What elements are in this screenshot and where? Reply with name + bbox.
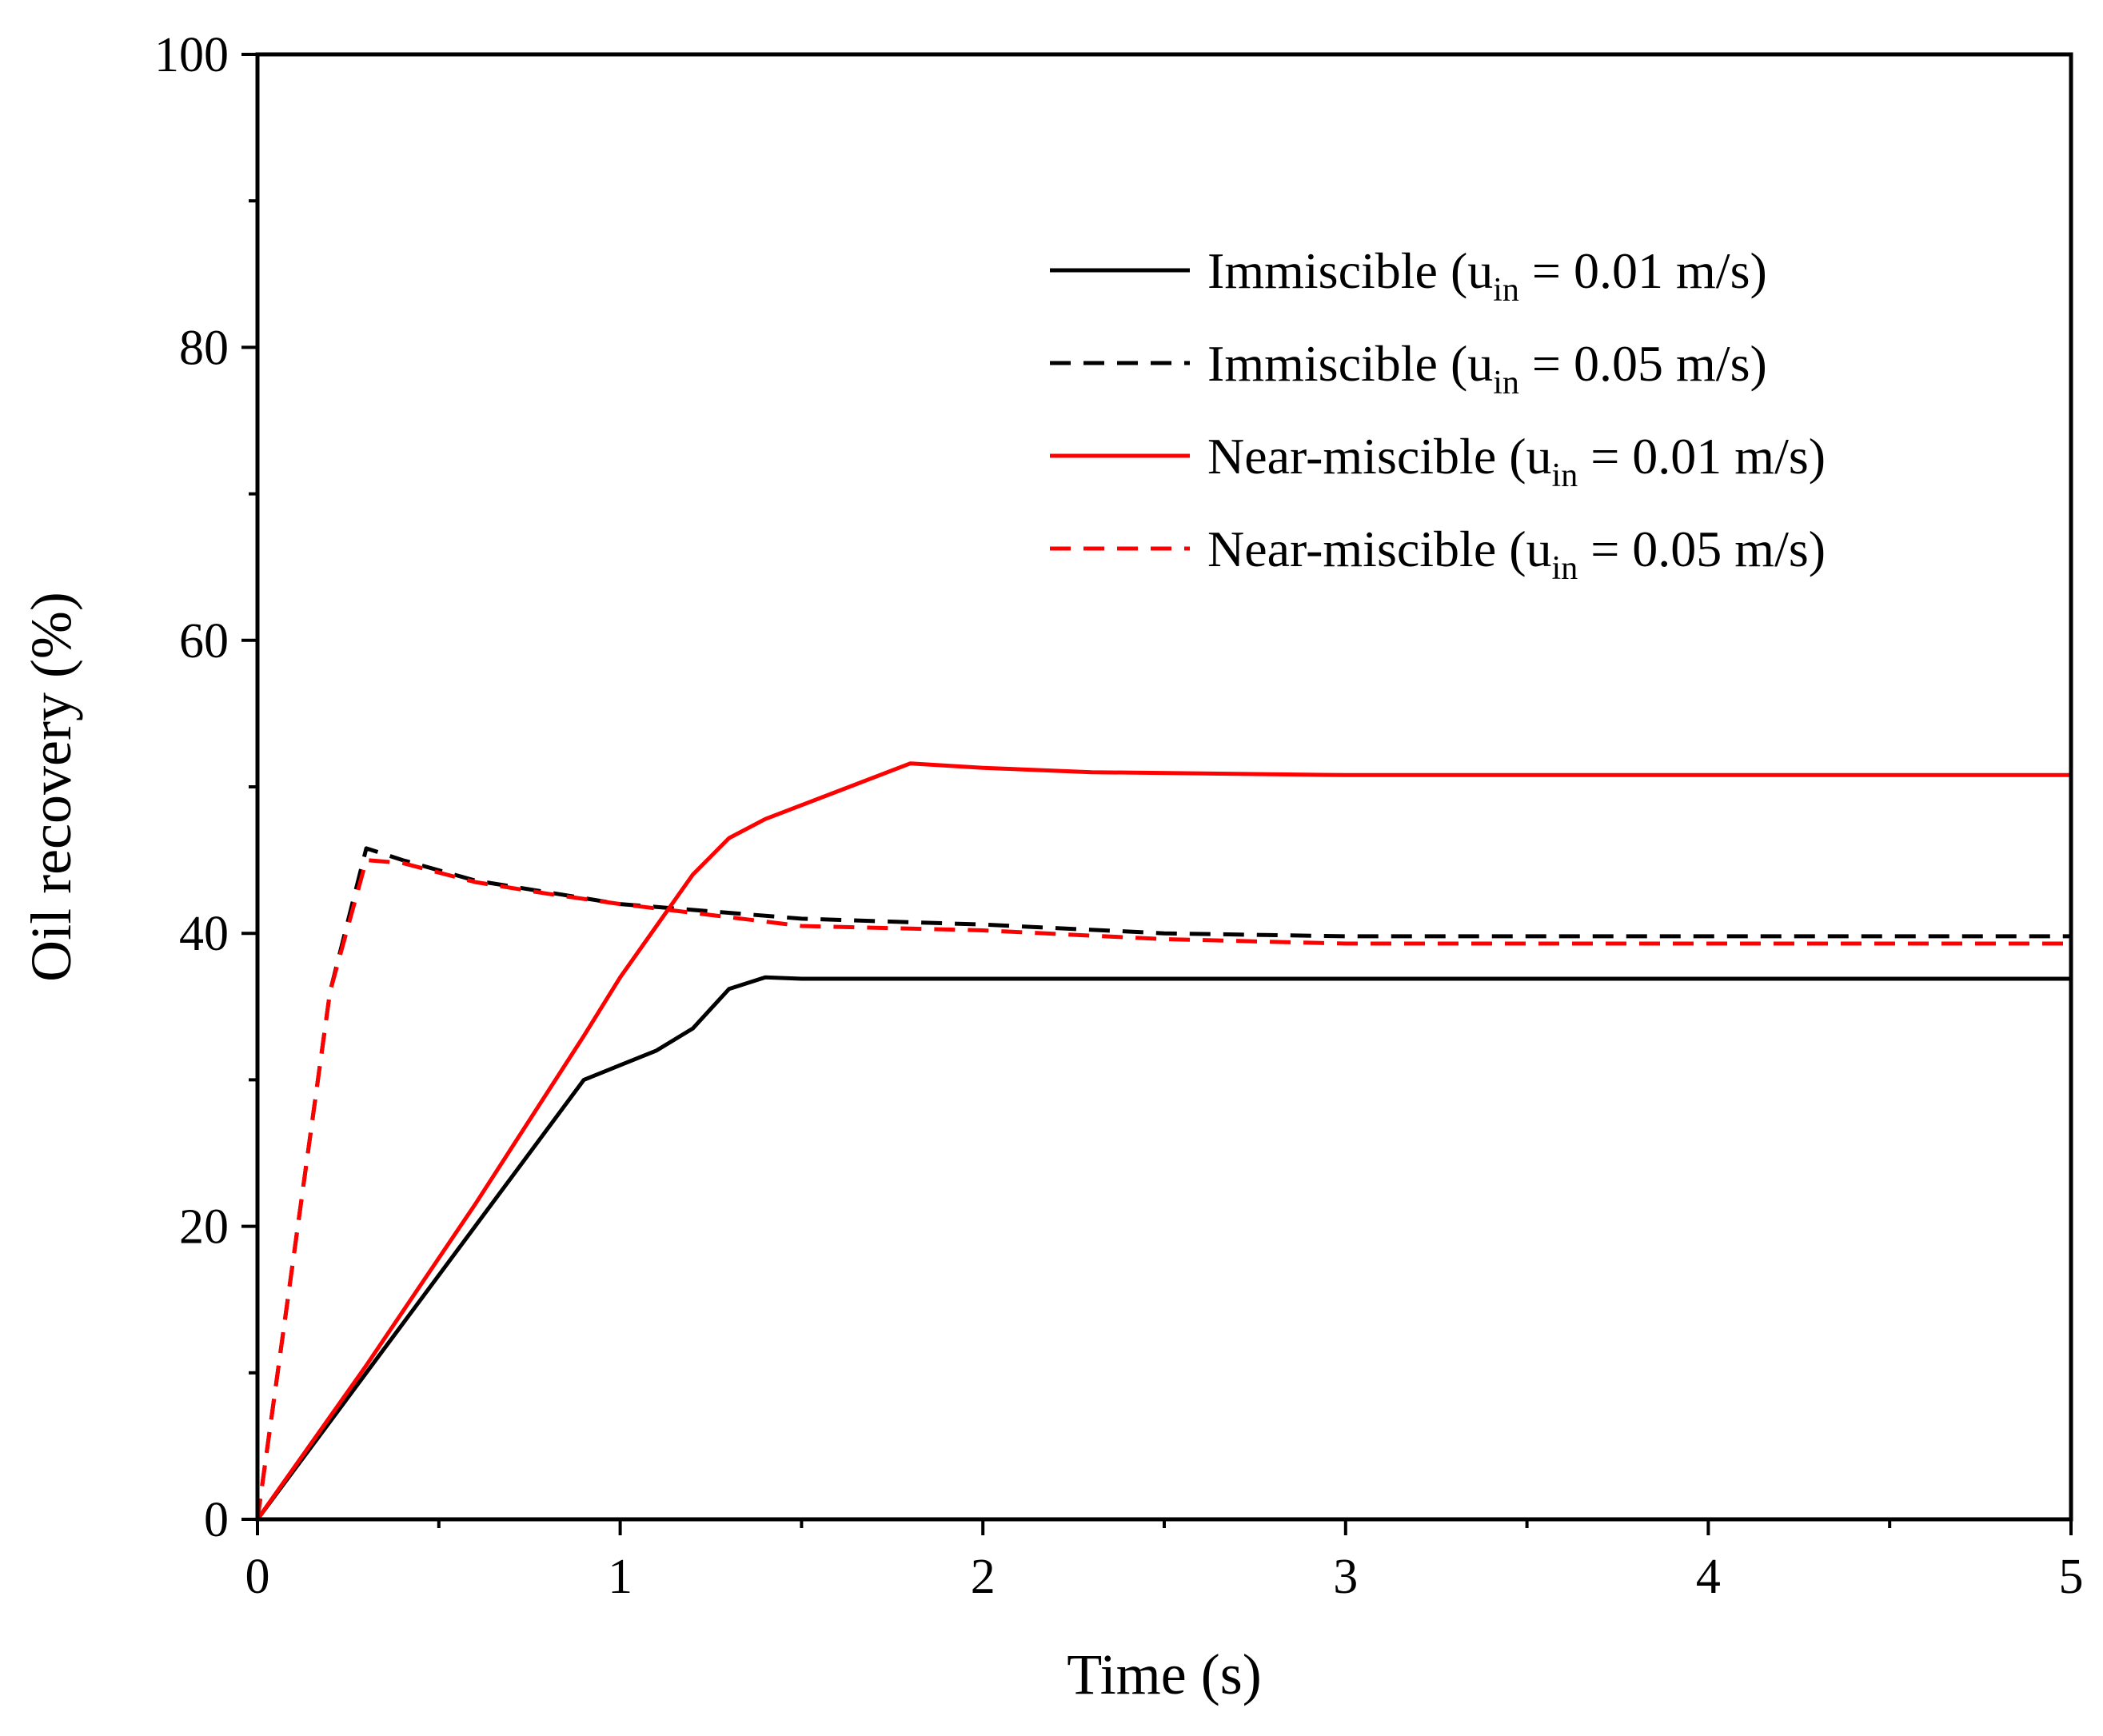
plot-frame — [255, 52, 2073, 1522]
y-tick-label: 20 — [179, 1200, 229, 1255]
y-tick-label: 60 — [179, 614, 229, 668]
series-layer — [255, 761, 2071, 1521]
series-line-1 — [255, 975, 2071, 1521]
series-line-4 — [255, 858, 2071, 1520]
y-axis-label: Oil recovery (%) — [19, 592, 83, 982]
legend-label-4: Near-miscible (uin = 0.05 m/s) — [1207, 521, 1826, 587]
ticks-layer: 0 1 2 3 4 5 0 20 40 60 80 100 — [154, 28, 2084, 1604]
y-tick-label: 40 — [179, 907, 229, 961]
y-tick-label: 100 — [154, 28, 229, 82]
y-tick-label: 0 — [204, 1493, 229, 1547]
x-tick-label: 1 — [608, 1550, 632, 1604]
series-line-2 — [255, 846, 2071, 1520]
legend-label-2: Immiscible (uin = 0.05 m/s) — [1207, 335, 1767, 401]
legend-label-3: Near-miscible (uin = 0.01 m/s) — [1207, 428, 1826, 494]
x-tick-label: 4 — [1696, 1550, 1721, 1604]
y-tick-label: 80 — [179, 321, 229, 375]
series-line-3 — [255, 761, 2071, 1521]
x-tick-label: 0 — [245, 1550, 270, 1604]
legend-label-1: Immiscible (uin = 0.01 m/s) — [1207, 242, 1767, 309]
x-tick-label: 2 — [971, 1550, 996, 1604]
x-axis-label: Time (s) — [1067, 1642, 1261, 1706]
legend: Immiscible (uin = 0.01 m/s) Immiscible (u… — [1050, 242, 1826, 587]
x-tick-label: 3 — [1333, 1550, 1358, 1604]
x-tick-label: 5 — [2059, 1550, 2084, 1604]
